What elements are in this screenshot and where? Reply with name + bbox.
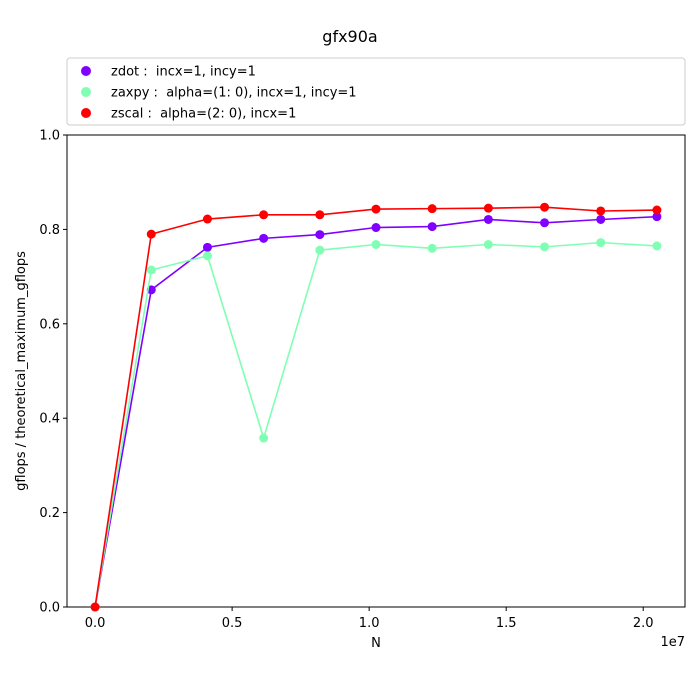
data-point-zdot bbox=[259, 233, 269, 243]
chart-title: gfx90a bbox=[322, 27, 377, 46]
data-point-zdot bbox=[315, 230, 325, 240]
y-axis-label: gflops / theoretical_maximum_gflops bbox=[14, 251, 29, 491]
data-point-zscal bbox=[483, 203, 493, 213]
legend-marker-zdot bbox=[81, 66, 91, 76]
data-point-zscal bbox=[202, 214, 212, 224]
x-tick-label: 0.0 bbox=[85, 616, 106, 631]
data-point-zaxpy bbox=[202, 251, 212, 261]
data-point-zaxpy bbox=[371, 240, 381, 250]
data-point-zdot bbox=[540, 218, 550, 228]
data-point-zscal bbox=[427, 204, 437, 214]
x-axis-label: N bbox=[371, 636, 381, 651]
data-point-zscal bbox=[146, 229, 156, 239]
x-offset-text: 1e7 bbox=[660, 635, 685, 650]
y-tick-label: 0.0 bbox=[39, 601, 60, 616]
legend-label-zdot: zdot : incx=1, incy=1 bbox=[111, 65, 256, 80]
data-point-zscal bbox=[259, 210, 269, 220]
data-point-zaxpy bbox=[596, 238, 606, 248]
x-tick-label: 1.0 bbox=[359, 616, 380, 631]
series-line-zscal bbox=[94, 206, 657, 608]
data-point-zscal bbox=[371, 204, 381, 214]
data-point-zscal bbox=[540, 202, 550, 212]
x-tick-label: 0.5 bbox=[222, 616, 243, 631]
legend-marker-zscal bbox=[81, 108, 91, 118]
data-point-zdot bbox=[596, 214, 606, 224]
y-tick-label: 0.2 bbox=[39, 506, 60, 521]
y-tick-label: 0.4 bbox=[39, 412, 60, 427]
data-point-zaxpy bbox=[315, 245, 325, 255]
data-point-zdot bbox=[371, 223, 381, 233]
legend-label-zscal: zscal : alpha=(2: 0), incx=1 bbox=[111, 107, 296, 122]
data-point-zdot bbox=[652, 212, 662, 222]
legend-marker-zaxpy bbox=[81, 87, 91, 97]
x-tick-label: 1.5 bbox=[496, 616, 517, 631]
legend-label-zaxpy: zaxpy : alpha=(1: 0), incx=1, incy=1 bbox=[111, 86, 357, 101]
data-point-zaxpy bbox=[483, 240, 493, 250]
data-point-zaxpy bbox=[652, 241, 662, 251]
legend-box bbox=[66, 57, 686, 126]
data-point-zscal bbox=[90, 602, 100, 612]
y-tick-label: 1.0 bbox=[39, 129, 60, 144]
series-line-zaxpy bbox=[94, 241, 657, 608]
series-layer bbox=[90, 202, 662, 612]
x-axis: 0.0 0.5 1.0 1.5 2.0 bbox=[85, 607, 654, 631]
data-point-zaxpy bbox=[540, 242, 550, 252]
series-line-zdot bbox=[94, 215, 657, 608]
data-point-zscal bbox=[652, 205, 662, 215]
data-point-zscal bbox=[315, 210, 325, 220]
x-tick-label: 2.0 bbox=[633, 616, 654, 631]
data-point-zdot bbox=[202, 242, 212, 252]
data-point-zdot bbox=[483, 214, 493, 224]
plot-area-frame bbox=[66, 134, 686, 608]
data-point-zdot bbox=[427, 222, 437, 232]
data-point-zaxpy bbox=[146, 265, 156, 275]
y-axis: 0.0 0.2 0.4 0.6 0.8 1.0 bbox=[39, 129, 67, 616]
y-tick-label: 0.8 bbox=[39, 223, 60, 238]
data-point-zaxpy bbox=[259, 433, 269, 443]
legend: zdot : incx=1, incy=1 zaxpy : alpha=(1: … bbox=[66, 57, 686, 126]
y-tick-label: 0.6 bbox=[39, 317, 60, 332]
data-point-zaxpy bbox=[427, 243, 437, 253]
data-point-zscal bbox=[596, 206, 606, 216]
